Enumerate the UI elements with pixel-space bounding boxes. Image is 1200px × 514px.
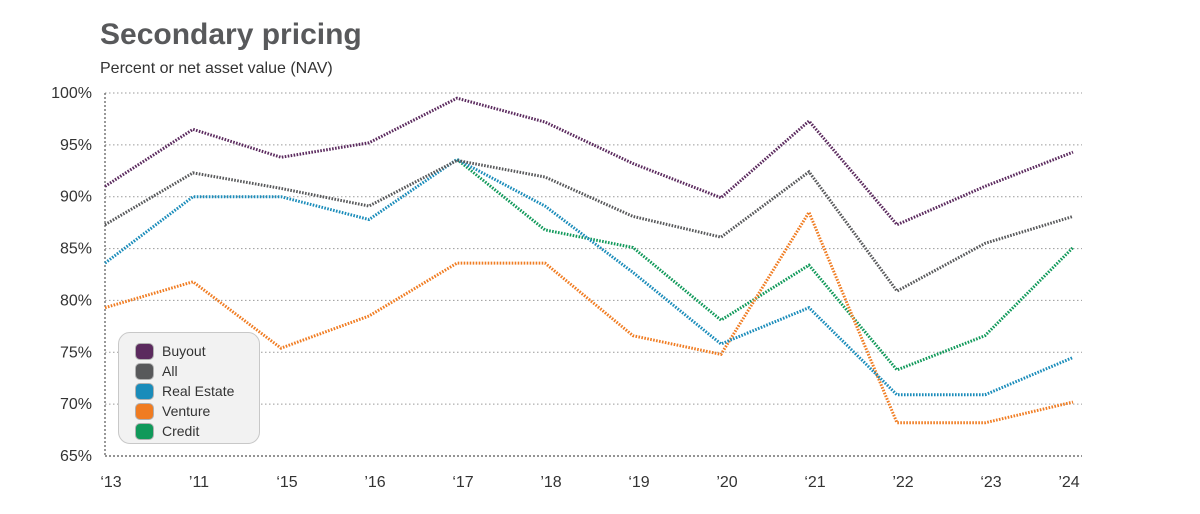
- y-tick-label: 90%: [60, 189, 92, 206]
- x-tick-label: ‘23: [980, 474, 1001, 491]
- x-tick-label: ‘19: [628, 474, 649, 491]
- x-tick-label: ’18: [540, 474, 561, 491]
- x-tick-label: ‘21: [804, 474, 825, 491]
- legend-item-credit: Credit: [135, 422, 199, 440]
- legend-swatch: [135, 402, 154, 420]
- y-tick-label: 70%: [60, 396, 92, 413]
- y-tick-label: 85%: [60, 241, 92, 258]
- x-tick-label: ’11: [189, 474, 209, 491]
- series-line-credit: [456, 158, 1075, 372]
- legend-label: Buyout: [162, 343, 206, 359]
- y-axis: 100% 95% 90% 85% 80% 75% 70% 65%: [51, 85, 106, 465]
- series-lines: [104, 96, 1075, 425]
- legend-label: Credit: [162, 423, 200, 439]
- y-tick-label: 65%: [60, 448, 92, 465]
- x-tick-label: ‘13: [100, 474, 121, 491]
- legend-swatch: [135, 422, 154, 440]
- chart-title: Secondary pricing: [100, 18, 362, 51]
- series-line-real-estate: [104, 157, 1074, 397]
- y-tick-label: 100%: [51, 85, 92, 102]
- chart-subtitle: Percent or net asset value (NAV): [100, 60, 333, 77]
- series-line-all: [104, 158, 1074, 294]
- x-tick-label: ‘17: [452, 474, 473, 491]
- x-tick-label: ’24: [1058, 474, 1079, 491]
- legend-item-buyout: Buyout: [135, 342, 206, 360]
- legend-item-venture: Venture: [135, 402, 210, 420]
- legend-item-all: All: [135, 362, 178, 380]
- gridlines: [105, 92, 1082, 457]
- legend-label: Venture: [162, 403, 211, 419]
- series-line-venture: [104, 209, 1074, 425]
- x-axis: ‘13 ’11 ‘15 ’16 ‘17 ’18 ‘19 ’20 ‘21 ’22 ‘23 ’24: [100, 474, 1079, 491]
- legend-swatch: [135, 382, 154, 400]
- x-tick-label: ‘15: [276, 474, 297, 491]
- y-tick-label: 80%: [60, 292, 92, 309]
- legend-swatch: [135, 342, 154, 360]
- y-tick-label: 95%: [60, 137, 92, 154]
- x-tick-label: ’16: [364, 474, 385, 491]
- legend-label: All: [162, 363, 178, 379]
- legend-swatch: [135, 362, 154, 380]
- x-tick-label: ’20: [716, 474, 737, 491]
- legend-label: Real Estate: [162, 383, 235, 399]
- series-line-buyout: [104, 96, 1074, 227]
- legend-item-real-estate: Real Estate: [135, 382, 234, 400]
- y-tick-label: 75%: [60, 344, 92, 361]
- x-tick-label: ’22: [892, 474, 913, 491]
- legend: Buyout All Real Estate Venture Credit: [118, 332, 260, 444]
